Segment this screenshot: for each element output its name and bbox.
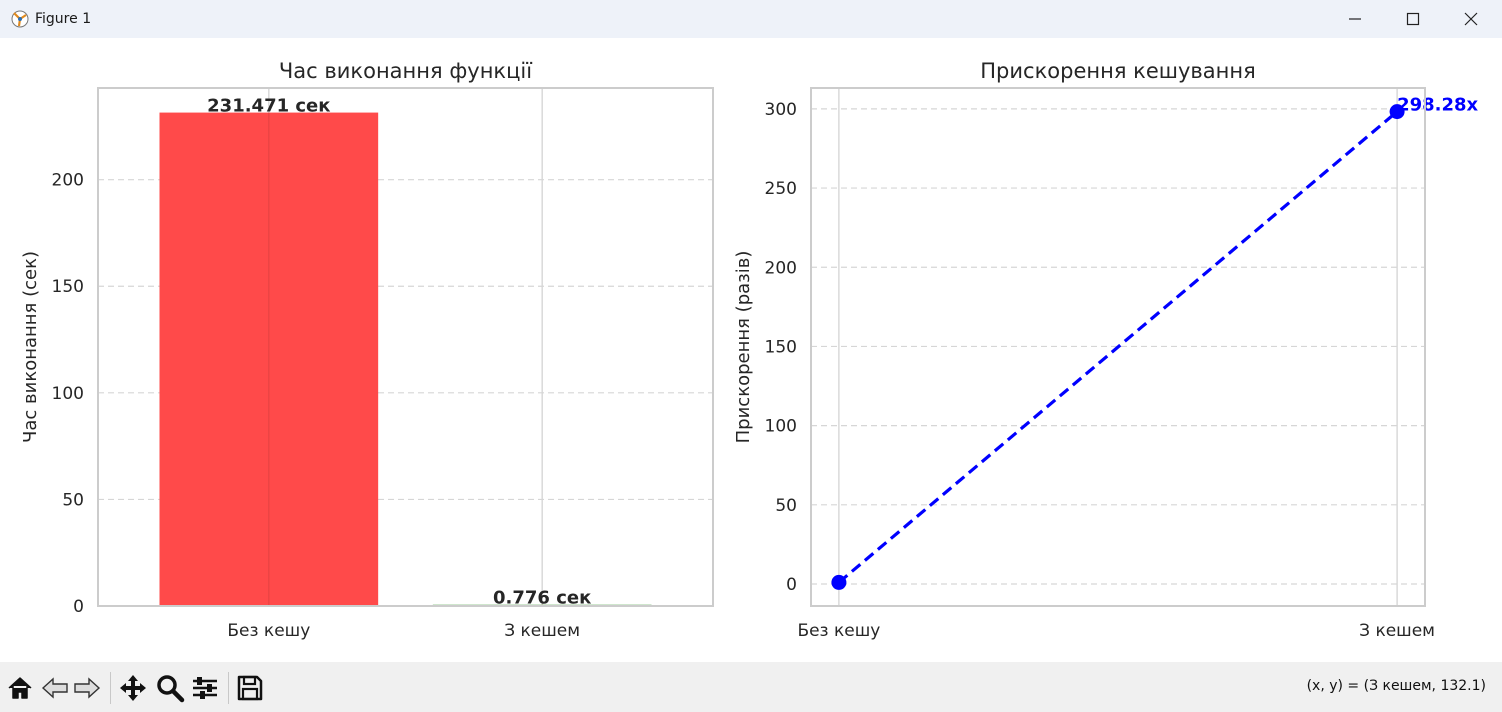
navigation-toolbar: (x, y) = (З кешем, 132.1) [0,662,1502,712]
save-floppy-icon[interactable] [235,673,265,703]
y-axis-label: Прискорення (разів) [733,251,754,444]
execution-time-chart: 0 50 100 150 200 231.471 сек 0.776 сек Без кешу… [20,59,714,641]
y-tick-label: 200 [52,171,84,191]
configure-subplots-icon[interactable] [190,673,220,703]
x-tick-label: Без кешу [227,621,310,641]
y-tick-label: 150 [765,337,797,357]
maximize-button[interactable] [1384,0,1442,38]
toolbar-separator [228,672,229,704]
zoom-magnifier-icon[interactable] [155,673,185,703]
y-axis-label: Час виконання (сек) [20,251,41,443]
bar-value-label: 231.471 сек [207,96,330,117]
data-point [1389,104,1405,120]
minimize-button[interactable] [1326,0,1384,38]
x-tick-label: З кешем [1359,621,1435,641]
y-tick-label: 100 [765,417,797,437]
title-bar: Figure 1 [0,0,1502,38]
bar-value-label: 0.776 сек [493,587,591,608]
y-tick-label: 50 [62,490,84,510]
forward-arrow-icon[interactable] [72,673,102,703]
figure-canvas[interactable]: 0 50 100 150 200 231.471 сек 0.776 сек Без кешу… [0,38,1502,662]
coordinate-readout: (x, y) = (З кешем, 132.1) [1306,678,1486,694]
data-point [831,574,847,590]
y-tick-label: 0 [786,575,797,595]
y-tick-label: 100 [52,384,84,404]
toolbar-separator [110,672,111,704]
pan-move-icon[interactable] [118,673,148,703]
home-icon[interactable] [5,673,35,703]
y-tick-label: 200 [765,258,797,278]
chart-title: Прискорення кешування [980,59,1255,83]
window-title: Figure 1 [35,11,92,27]
chart-title: Час виконання функції [279,59,532,83]
bar [159,112,379,606]
y-tick-label: 50 [775,496,797,516]
y-tick-label: 300 [765,100,797,120]
axes-frame [97,87,714,607]
y-tick-label: 250 [765,179,797,199]
point-value-label: 298.28x [1397,95,1478,116]
axes-frame [810,87,1426,607]
app-icon [11,10,29,28]
back-arrow-icon[interactable] [40,673,70,703]
y-tick-label: 0 [73,597,84,617]
series-line [837,110,1399,584]
y-tick-label: 150 [52,277,84,297]
x-tick-label: З кешем [504,621,580,641]
close-button[interactable] [1442,0,1500,38]
x-tick-label: Без кешу [797,621,880,641]
speedup-chart: 0 50 100 150 200 250 300 298.28x Без кешу З кешем… [733,59,1479,641]
